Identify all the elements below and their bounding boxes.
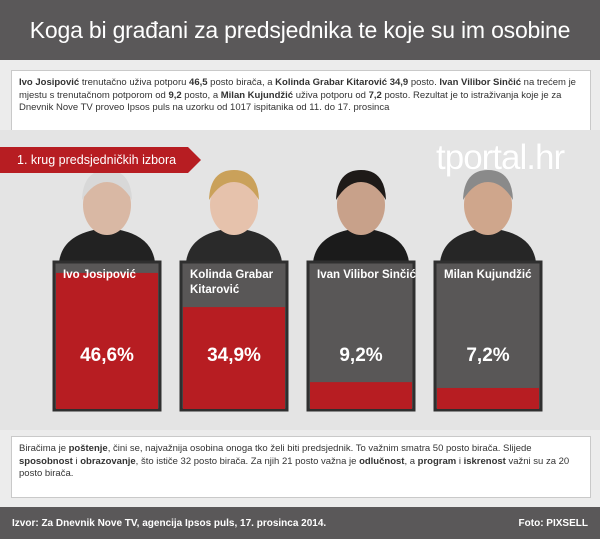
election-round-ribbon: 1. krug predsjedničkih izbora xyxy=(0,147,201,173)
candidate-photo-face xyxy=(337,175,385,235)
candidate-bar xyxy=(310,382,412,409)
intro-text: 46,5 xyxy=(189,77,208,88)
candidate-bar xyxy=(56,272,158,409)
candidate-photo-shoulders xyxy=(313,228,409,262)
traits-text: , što ističe 32 posto birača. Za njih 21… xyxy=(135,455,360,467)
traits-text: i xyxy=(72,455,81,467)
traits-text: , čini se, najvažnija osobina onoga tko … xyxy=(107,443,532,454)
intro-text: na trećem je mjestu s trenutačnom potpor… xyxy=(19,77,576,101)
logo-text: . xyxy=(526,138,536,177)
candidate-name-label: Ivan Vilibor Sinčić xyxy=(317,269,416,281)
candidate-panel xyxy=(433,260,543,412)
intro-text: Kolinda Grabar Kitarović 34,9 xyxy=(275,77,409,88)
candidate-bar xyxy=(183,307,285,409)
intro-text: uživa potporu od xyxy=(293,89,369,101)
traits-text: i xyxy=(456,455,464,467)
traits-text: odlučnost xyxy=(359,455,405,467)
intro-text: posto. Rezultat je to istraživanja koje … xyxy=(19,89,562,114)
traits-text: program xyxy=(417,455,457,467)
candidate-photo-shoulders xyxy=(440,228,536,262)
traits-text: , a xyxy=(404,455,418,467)
traits-text: iskrenost xyxy=(463,455,506,467)
intro-text: Milan Kujundžić xyxy=(220,89,294,101)
footer-bar: Izvor: Za Dnevnik Nove TV, agencija Ipso… xyxy=(0,507,600,539)
source-credit: Izvor: Za Dnevnik Nove TV, agencija Ipso… xyxy=(12,518,327,529)
candidate-name-label: Kitarović xyxy=(190,284,240,296)
intro-text: posto birača, a xyxy=(207,77,276,88)
traits-text: Biračima je xyxy=(19,443,69,454)
traits-text-box: Biračima je poštenje, čini se, najvažnij… xyxy=(11,436,591,498)
intro-text: Ivo Josipović xyxy=(19,77,80,88)
candidate-photo-shoulders xyxy=(186,228,282,262)
intro-text: 9,2 xyxy=(168,89,182,101)
intro-text: Ivan Vilibor Sinčić xyxy=(439,77,522,88)
intro-text: posto, a xyxy=(181,89,221,101)
intro-text-box: Ivo Josipović trenutačno uživa potporu 4… xyxy=(11,70,591,131)
candidate-photo-shoulders xyxy=(59,228,155,262)
intro-text: posto. xyxy=(408,77,440,88)
tportal-logo: tportal.hr xyxy=(436,138,565,178)
traits-text: važni su za 20 posto birača. xyxy=(19,455,570,480)
candidate-name-label: Kolinda Grabar xyxy=(190,269,274,281)
candidate-name-label: Milan Kujundžić xyxy=(444,269,532,281)
candidate-photo-hair xyxy=(336,170,386,200)
candidate-photo-face xyxy=(210,175,258,235)
logo-text: tportal xyxy=(436,138,527,177)
logo-text: hr xyxy=(535,138,565,177)
candidate-value-label: 46,6% xyxy=(80,345,134,366)
candidate-photo-hair xyxy=(463,170,513,200)
intro-text: trenutačno uživa potporu xyxy=(79,77,190,88)
traits-text: obrazovanje xyxy=(80,455,136,467)
traits-text: sposobnost xyxy=(19,455,73,467)
candidate-photo-hair xyxy=(209,170,259,200)
candidate-photo-hair xyxy=(82,170,132,200)
page-title: Koga bi građani za predsjednika te koje … xyxy=(29,17,571,103)
candidate-value-label: 9,2% xyxy=(339,345,382,366)
header-bar: Koga bi građani za predsjednika te koje … xyxy=(0,0,600,103)
candidate-photo-face xyxy=(464,175,512,235)
candidate-value-label: 34,9% xyxy=(207,345,261,366)
traits-text: poštenje xyxy=(68,443,108,454)
photo-credit: Foto: PIXSELL xyxy=(518,518,588,529)
candidate-photo-face xyxy=(83,175,131,235)
candidate-name-label: Ivo Josipović xyxy=(63,269,136,281)
candidate-value-label: 7,2% xyxy=(466,345,509,366)
candidate-bar xyxy=(437,387,539,409)
intro-text: 7,2 xyxy=(368,89,382,101)
